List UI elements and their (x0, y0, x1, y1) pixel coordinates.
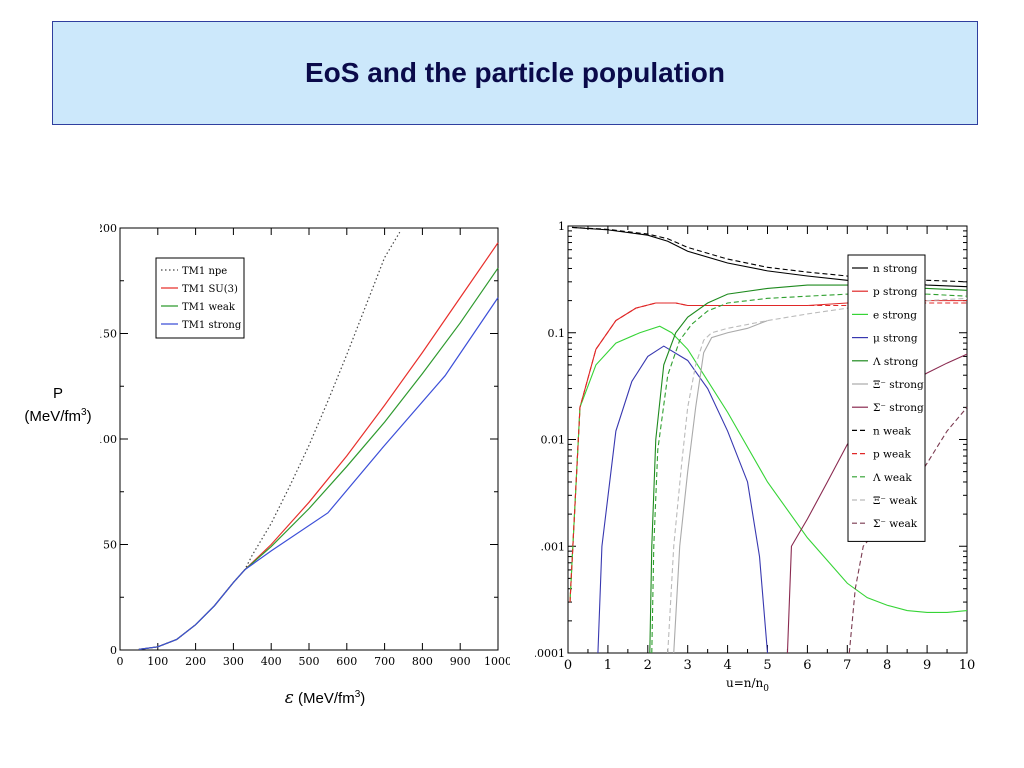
x-tick-label: 400 (261, 655, 282, 668)
x-tick-label: 0 (117, 655, 124, 668)
eos-pressure-chart: 0 100 200 300 400 500 600 700 800 900 1000 0 50 100 15… (100, 222, 510, 668)
y-tick-label: 0.01 (541, 434, 566, 447)
series-line-n-weak (571, 226, 968, 283)
series-line-tm1-strong (138, 297, 499, 650)
x-tick-label: 100 (147, 655, 168, 668)
x-tick-label: 700 (374, 655, 395, 668)
y-tick-label: 1 (558, 220, 565, 233)
x-tick-label: 4 (723, 658, 731, 673)
y-tick-label: .0001 (535, 647, 565, 660)
legend-label-n-strong: n strong (873, 263, 918, 275)
series-line-strong (597, 345, 769, 654)
x-tick-label: 500 (299, 655, 320, 668)
legend-label-weak: Σ⁻ weak (873, 518, 918, 530)
legend-label-weak: Ξ⁻ weak (873, 495, 918, 507)
x-tick-label: 300 (223, 655, 244, 668)
x-tick-label: 9 (923, 658, 931, 673)
x-tick-label: 1 (604, 658, 612, 673)
x-tick-label: 8 (883, 658, 891, 673)
left-chart-y-label-symbol: P (52, 385, 63, 402)
slide-title: EoS and the particle population (304, 57, 726, 88)
y-tick-label: 0 (110, 644, 117, 657)
legend-label-tm1-weak: TM1 weak (182, 302, 236, 313)
legend-box (155, 257, 245, 339)
x-tick-label: 900 (450, 655, 471, 668)
x-tick-label: 10 (959, 658, 976, 673)
x-tick-label: 800 (412, 655, 433, 668)
legend-box (847, 254, 926, 542)
left-chart-y-label: P (MeV/fm3) (8, 384, 108, 426)
x-tick-label: 1000 (484, 655, 510, 668)
legend-label-weak: Λ weak (872, 472, 912, 484)
x-tick-label: 2 (644, 658, 652, 673)
x-tick-label: 200 (185, 655, 206, 668)
x-tick-label: 0 (564, 658, 572, 673)
particle-population-chart: 0 1 2 3 4 5 6 7 8 9 10 .0001 .001 0.01 0.1 1 n strong p s… (535, 220, 976, 694)
y-tick-label: 200 (100, 222, 117, 235)
y-tick-label: 150 (100, 328, 117, 341)
legend-label-strong: Λ strong (872, 356, 919, 368)
legend-label-strong: Σ⁻ strong (873, 402, 924, 414)
x-tick-label: 5 (763, 658, 771, 673)
title-box: EoS and the particle population (52, 21, 978, 125)
x-axis-label: u=n/n0 (726, 676, 769, 694)
y-tick-label: .001 (541, 540, 566, 553)
legend-label-p-weak: p weak (873, 449, 912, 461)
legend-label-e-strong: e strong (873, 309, 917, 321)
series-line-e-strong (569, 325, 968, 613)
legend-label-n-weak: n weak (873, 425, 912, 437)
y-tick-label: 50 (103, 539, 117, 552)
legend-label-tm1-su-3: TM1 SU(3) (182, 284, 238, 295)
x-tick-label: 3 (684, 658, 692, 673)
series-line-tm1-npe (138, 231, 401, 650)
legend-label-strong: μ strong (873, 333, 918, 345)
legend-label-tm1-strong: TM1 strong (182, 320, 242, 331)
epsilon-symbol: ε (284, 688, 294, 708)
y-tick-label: 0.1 (548, 327, 566, 340)
legend-label-p-strong: p strong (873, 286, 918, 298)
left-chart-x-label: ε (MeV/fm3) (284, 688, 366, 708)
x-tick-label: 7 (843, 658, 851, 673)
x-tick-label: 6 (803, 658, 811, 673)
y-tick-label: 100 (100, 433, 117, 446)
left-chart-y-label-units: (MeV/fm3) (24, 407, 92, 425)
x-tick-label: 600 (336, 655, 357, 668)
series-line-strong (673, 320, 768, 654)
legend-label-strong: Ξ⁻ strong (873, 379, 924, 391)
legend-label-tm1-npe: TM1 npe (182, 266, 227, 277)
